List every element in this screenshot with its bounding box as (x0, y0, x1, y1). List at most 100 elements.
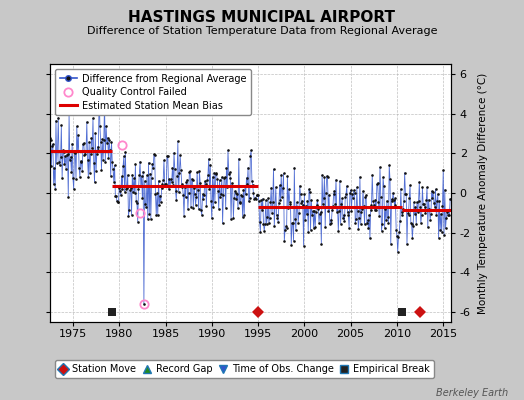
Point (391, 195, 400, 202)
Point (196, 180, 204, 186)
Point (137, 183, 145, 189)
Point (394, 234, 402, 240)
Point (368, 172, 376, 178)
Point (272, 212, 281, 218)
Point (403, 210, 412, 216)
Point (83, 119, 91, 125)
Point (413, 209, 422, 215)
Point (334, 228, 343, 234)
Point (321, 224, 330, 230)
Point (426, 216, 434, 223)
Point (387, 240, 395, 247)
Point (129, 189, 137, 195)
Point (232, 196, 241, 202)
Point (271, 184, 280, 190)
Point (86, 170, 94, 176)
Point (243, 181, 252, 187)
Point (276, 182, 284, 188)
Point (362, 192, 370, 198)
Point (199, 195, 208, 202)
Point (352, 216, 360, 222)
Point (227, 216, 235, 222)
Point (266, 215, 274, 221)
Point (405, 194, 413, 201)
Point (315, 211, 324, 217)
Point (253, 192, 261, 199)
Point (299, 242, 308, 249)
Point (160, 181, 169, 188)
Point (346, 187, 355, 193)
Point (138, 194, 147, 201)
Point (367, 202, 376, 208)
Point (106, 173, 115, 179)
Point (410, 199, 418, 206)
Point (111, 192, 119, 199)
Point (235, 200, 244, 206)
Point (242, 174, 250, 181)
Point (382, 217, 390, 223)
Point (290, 164, 299, 171)
Point (400, 198, 408, 204)
Point (163, 153, 172, 159)
Point (83, 157, 92, 163)
Point (325, 221, 334, 227)
Point (409, 222, 417, 229)
Point (117, 173, 126, 180)
Point (91, 130, 100, 136)
Point (165, 176, 173, 182)
Point (319, 201, 327, 207)
Point (411, 204, 420, 211)
Point (441, 225, 450, 232)
Point (412, 220, 420, 227)
Point (242, 191, 250, 198)
Point (50, 165, 59, 172)
Point (369, 198, 377, 204)
Point (239, 186, 248, 193)
Point (418, 212, 426, 218)
Point (249, 190, 258, 197)
Text: HASTINGS MUNICIPAL AIRPORT: HASTINGS MUNICIPAL AIRPORT (128, 10, 396, 25)
Point (381, 206, 389, 212)
Point (307, 196, 315, 203)
Point (322, 190, 330, 196)
Point (366, 207, 375, 213)
Point (286, 198, 294, 205)
Point (438, 203, 446, 209)
Point (393, 232, 401, 239)
Point (384, 214, 392, 220)
Point (292, 227, 300, 233)
Point (389, 190, 397, 196)
Point (345, 224, 353, 231)
Point (126, 187, 134, 194)
Point (335, 208, 343, 214)
Point (157, 199, 165, 205)
Point (203, 177, 211, 183)
Point (248, 182, 257, 188)
Point (410, 211, 419, 217)
Point (259, 221, 268, 227)
Point (133, 200, 141, 206)
Point (150, 152, 159, 159)
Point (217, 174, 226, 180)
Point (52, 160, 61, 166)
Point (318, 172, 326, 178)
Point (271, 204, 279, 210)
Point (197, 207, 205, 214)
Point (57, 154, 65, 160)
Point (446, 195, 454, 202)
Point (171, 166, 179, 172)
Point (52, 117, 60, 124)
Point (81, 151, 90, 157)
Point (332, 176, 340, 183)
Point (324, 208, 332, 214)
Point (226, 175, 235, 182)
Point (60, 161, 69, 167)
Point (151, 191, 160, 197)
Point (383, 198, 391, 204)
Point (434, 235, 443, 241)
Point (394, 248, 402, 255)
Point (275, 200, 283, 206)
Point (287, 241, 296, 248)
Point (67, 168, 75, 175)
Point (351, 219, 359, 226)
